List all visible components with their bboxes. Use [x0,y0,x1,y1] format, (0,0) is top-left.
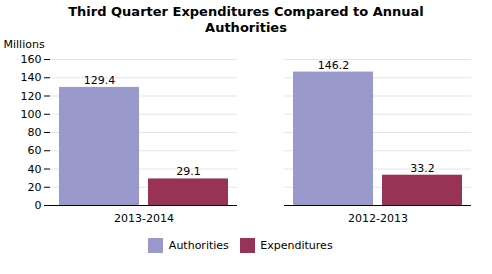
svg-text:2013-2014: 2013-2014 [114,212,174,225]
svg-text:146.2: 146.2 [318,58,350,71]
svg-text:140: 140 [21,71,42,84]
html-text:Authorities: Authorities [168,238,229,252]
html-text:Expenditures: Expenditures [260,238,333,252]
svg-text:160: 160 [21,53,42,66]
svg-text:80: 80 [28,126,42,139]
svg-text:60: 60 [28,144,42,157]
html-text:Third Quarter Expenditures Com: Third Quarter Expenditures Compared to A… [68,4,424,36]
svg-text:40: 40 [28,162,42,175]
svg-text:2012-2013: 2012-2013 [348,212,408,225]
svg-text:33.2: 33.2 [410,161,435,174]
svg-text:0: 0 [35,199,42,212]
svg-text:Millions: Millions [4,38,45,51]
svg-text:120: 120 [21,89,42,102]
svg-text:129.4: 129.4 [84,73,116,86]
svg-text:20: 20 [28,180,42,193]
svg-text:100: 100 [21,107,42,120]
svg-text:29.1: 29.1 [176,165,201,178]
